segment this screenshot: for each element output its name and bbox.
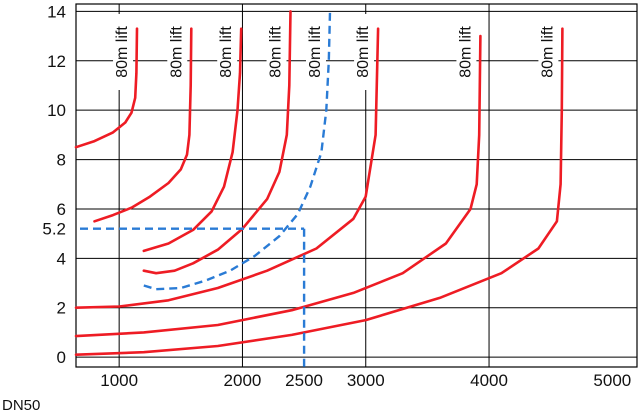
guide-curve (143, 11, 332, 291)
y-tick-label: 2 (57, 299, 66, 318)
curve-label: 80m lift (457, 26, 474, 78)
x-tick-label: 3000 (347, 371, 385, 390)
curve-label-bg (354, 14, 375, 90)
y-tick-label: 5.2 (42, 220, 66, 239)
y-tick-label: 14 (47, 2, 66, 21)
curve-label-bg (538, 14, 559, 90)
x-tick-label: 2500 (285, 371, 323, 390)
x-axis-ticks: 1000 2000 2500 3000 4000 5000 (100, 371, 631, 390)
y-tick-label: 10 (47, 101, 66, 120)
x-tick-label: 4000 (470, 371, 508, 390)
series-curves (74, 10, 564, 356)
y-tick-label: 12 (47, 52, 66, 71)
curve-label-bg (217, 14, 238, 90)
series-curve (74, 27, 380, 309)
y-tick-label: 4 (57, 249, 66, 268)
curve-label-bg (113, 14, 134, 90)
curve-label-bg (305, 14, 326, 90)
series-curve (74, 34, 482, 338)
curve-label: 80m lift (168, 26, 185, 78)
curve-label-bg (167, 14, 188, 90)
curve-label: 80m lift (268, 26, 285, 78)
curve-label-bg (266, 14, 287, 90)
x-tick-label: 5000 (593, 371, 631, 390)
x-tick-label: 1000 (100, 371, 138, 390)
plot-frame (75, 3, 638, 368)
curve-label: 80m lift (355, 26, 372, 78)
curve-label: 80m lift (114, 26, 131, 78)
curve-label: 80m lift (539, 26, 556, 78)
series-curve (93, 27, 193, 223)
y-tick-label: 6 (57, 200, 66, 219)
y-tick-label: 0 (57, 348, 66, 367)
curve-label-bg (456, 14, 477, 90)
series-curve (74, 27, 139, 149)
y-axis-ticks: 0 2 4 5.26 8 10 12 14 (42, 2, 66, 367)
y-tick-label: 8 (57, 151, 66, 170)
guide-lines (80, 11, 332, 367)
curve-label: 80m lift (307, 26, 324, 78)
curve-labels: 80m lift 80m lift 80m lift 80m lift 80m lift… (113, 14, 559, 90)
chart-caption: DN50 (2, 397, 40, 413)
series-curve (142, 27, 243, 253)
series-curve (74, 27, 564, 356)
x-tick-label: 2000 (224, 371, 262, 390)
curve-label: 80m lift (218, 26, 235, 78)
